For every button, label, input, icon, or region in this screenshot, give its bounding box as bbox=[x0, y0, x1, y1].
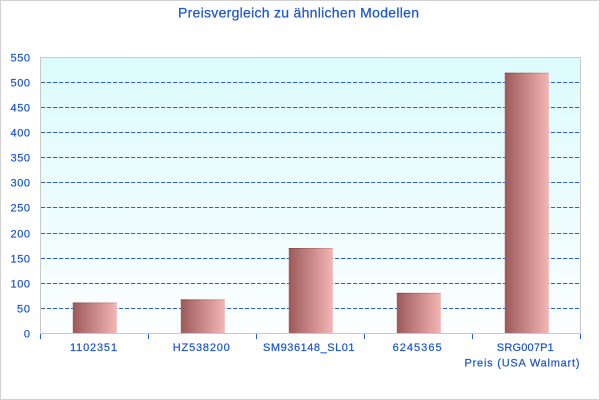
svg-text:100: 100 bbox=[11, 279, 31, 291]
svg-text:Preisvergleich zu ähnlichen Mo: Preisvergleich zu ähnlichen Modellen bbox=[178, 5, 419, 21]
svg-text:SM936148_SL01: SM936148_SL01 bbox=[263, 342, 355, 354]
svg-text:0: 0 bbox=[24, 328, 30, 340]
svg-text:450: 450 bbox=[11, 103, 31, 115]
svg-text:6245365: 6245365 bbox=[393, 342, 442, 354]
svg-text:350: 350 bbox=[11, 153, 31, 165]
svg-text:50: 50 bbox=[17, 304, 30, 316]
svg-text:SRG007P1: SRG007P1 bbox=[497, 342, 554, 354]
svg-text:300: 300 bbox=[11, 178, 31, 190]
svg-text:Preis (USA Walmart): Preis (USA Walmart) bbox=[465, 358, 580, 370]
svg-text:500: 500 bbox=[11, 78, 31, 90]
svg-text:550: 550 bbox=[11, 52, 31, 64]
svg-text:250: 250 bbox=[11, 203, 31, 215]
svg-text:200: 200 bbox=[11, 229, 31, 241]
svg-text:400: 400 bbox=[11, 128, 31, 140]
svg-text:1102351: 1102351 bbox=[70, 342, 117, 354]
svg-text:150: 150 bbox=[11, 254, 31, 266]
svg-text:HZ538200: HZ538200 bbox=[173, 342, 230, 354]
